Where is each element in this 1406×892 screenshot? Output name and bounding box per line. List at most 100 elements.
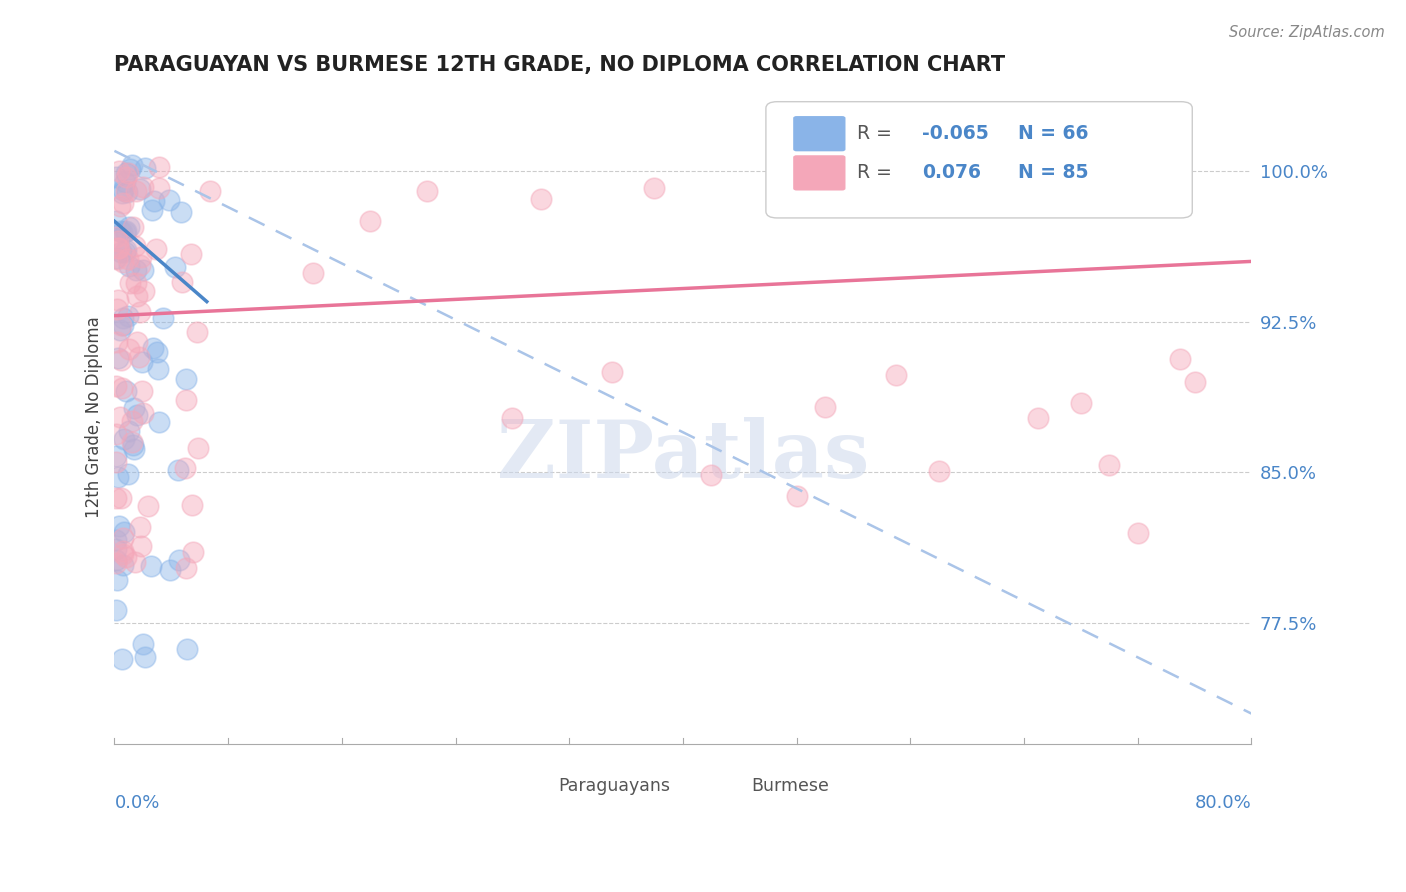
Text: ZIPatlas: ZIPatlas	[496, 417, 869, 495]
Point	[125, 335, 148, 350]
Point	[112, 531, 135, 545]
Point	[134, 285, 156, 299]
Point	[125, 289, 148, 303]
Point	[114, 166, 136, 180]
Point	[359, 213, 381, 227]
FancyBboxPatch shape	[766, 102, 1192, 218]
Point	[134, 650, 156, 665]
Point	[129, 250, 152, 264]
Point	[186, 325, 208, 339]
Point	[112, 525, 135, 540]
Point	[928, 464, 950, 478]
Point	[112, 558, 135, 572]
Point	[416, 185, 439, 199]
Point	[157, 193, 180, 207]
Point	[884, 368, 907, 382]
Point	[132, 637, 155, 651]
Point	[152, 310, 174, 325]
Point	[118, 424, 141, 438]
Point	[107, 241, 129, 255]
Point	[107, 234, 129, 248]
Point	[117, 219, 139, 234]
Point	[114, 225, 136, 239]
Point	[1140, 189, 1163, 203]
Point	[121, 434, 143, 449]
Point	[176, 641, 198, 656]
Point	[700, 467, 723, 482]
Point	[134, 161, 156, 175]
Point	[108, 519, 131, 533]
Point	[163, 260, 186, 274]
Point	[167, 552, 190, 566]
Point	[110, 491, 132, 505]
Point	[105, 533, 128, 547]
Point	[141, 202, 163, 217]
Point	[136, 499, 159, 513]
Point	[104, 542, 127, 557]
Point	[131, 354, 153, 368]
Point	[104, 427, 127, 442]
Point	[643, 180, 665, 194]
Point	[107, 163, 129, 178]
Point	[501, 411, 523, 425]
Point	[112, 318, 135, 332]
Point	[121, 219, 143, 234]
Point	[174, 461, 197, 475]
Point	[124, 239, 146, 253]
Point	[170, 275, 193, 289]
Point	[180, 247, 202, 261]
Point	[148, 181, 170, 195]
Point	[120, 161, 142, 176]
Point	[104, 214, 127, 228]
Point	[117, 309, 139, 323]
Point	[1026, 410, 1049, 425]
Point	[110, 186, 132, 201]
Point	[108, 410, 131, 425]
FancyBboxPatch shape	[793, 155, 845, 191]
Point	[125, 263, 148, 277]
Point	[104, 455, 127, 469]
Point	[111, 547, 134, 561]
Point	[111, 381, 134, 395]
Point	[129, 182, 152, 196]
Point	[124, 276, 146, 290]
Point	[1070, 395, 1092, 409]
Point	[118, 342, 141, 356]
Point	[112, 195, 135, 210]
Point	[121, 414, 143, 428]
Point	[1126, 526, 1149, 541]
Point	[1168, 352, 1191, 367]
Point	[1184, 376, 1206, 390]
Text: Paraguayans: Paraguayans	[558, 777, 669, 795]
Point	[132, 262, 155, 277]
Text: 80.0%: 80.0%	[1195, 794, 1251, 812]
Point	[107, 293, 129, 308]
Point	[110, 352, 132, 367]
Point	[115, 384, 138, 399]
Point	[148, 415, 170, 429]
Point	[115, 224, 138, 238]
Point	[530, 192, 553, 206]
Y-axis label: 12th Grade, No Diploma: 12th Grade, No Diploma	[86, 317, 103, 518]
Point	[129, 539, 152, 553]
Point	[174, 393, 197, 408]
Point	[302, 266, 325, 280]
Point	[814, 400, 837, 414]
Point	[131, 384, 153, 398]
Text: Source: ZipAtlas.com: Source: ZipAtlas.com	[1229, 25, 1385, 40]
Point	[118, 259, 141, 273]
Point	[125, 184, 148, 198]
Point	[104, 491, 127, 505]
Point	[117, 467, 139, 482]
Point	[1098, 458, 1121, 472]
Point	[121, 158, 143, 172]
Point	[117, 166, 139, 180]
Point	[600, 365, 623, 379]
Point	[105, 334, 128, 349]
Point	[132, 406, 155, 420]
Point	[108, 322, 131, 336]
Point	[108, 224, 131, 238]
Point	[131, 180, 153, 194]
FancyBboxPatch shape	[690, 770, 741, 801]
Point	[121, 438, 143, 452]
